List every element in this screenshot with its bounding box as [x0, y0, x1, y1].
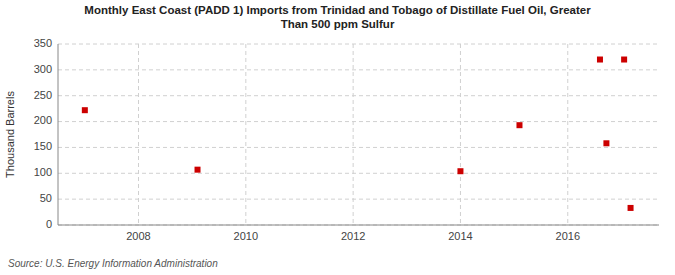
x-tick-label: 2014: [448, 230, 472, 242]
title: Monthly East Coast (PADD 1) Imports from…: [84, 4, 591, 30]
y-grid-line: [58, 44, 659, 45]
x-tick-label: 2016: [556, 230, 580, 242]
y-axis-label: Thousand Barrels: [4, 91, 16, 178]
x-tick-label: 2010: [234, 230, 258, 242]
x-tick-label: 2012: [341, 230, 365, 242]
x-grid-line: [567, 44, 568, 225]
y-tick-label: 100: [34, 166, 52, 178]
point: [82, 107, 88, 113]
point: [597, 57, 603, 63]
y-axis-line: [58, 44, 59, 225]
y-tick-label: 300: [34, 63, 52, 75]
x-grid-line: [245, 44, 246, 225]
point: [628, 205, 634, 211]
chart: 0 50 100 150 200 250 300 350 2008 2010 2012 2014 201…: [0, 0, 675, 275]
y-grid-line: [58, 69, 659, 70]
y-grid-line: [58, 147, 659, 148]
y-grid-line: [58, 225, 659, 226]
point: [621, 57, 627, 63]
y-tick-label: 50: [40, 192, 52, 204]
title-line: Than 500 ppm Sulfur: [281, 18, 395, 30]
x-axis-line: [58, 225, 659, 226]
y-grid-line: [58, 199, 659, 200]
x-grid-line: [353, 44, 354, 225]
y-tick-label: 250: [34, 89, 52, 101]
title-line: Monthly East Coast (PADD 1) Imports from…: [84, 4, 591, 16]
y-tick-label: 0: [46, 218, 52, 230]
x-grid-line: [460, 44, 461, 225]
point: [603, 140, 609, 146]
y-tick-label: 200: [34, 114, 52, 126]
y-grid-line: [58, 173, 659, 174]
y-tick-label: 350: [34, 37, 52, 49]
point: [516, 122, 522, 128]
grid: [58, 44, 659, 225]
source-note: Source: U.S. Energy Information Administ…: [8, 258, 218, 269]
y-grid-line: [58, 95, 659, 96]
point: [457, 168, 463, 174]
y-tick-label: 150: [34, 140, 52, 152]
x-tick-label: 2008: [126, 230, 150, 242]
x-grid-line: [138, 44, 139, 225]
y-grid-line: [58, 121, 659, 122]
point: [195, 167, 201, 173]
points: [82, 57, 634, 211]
